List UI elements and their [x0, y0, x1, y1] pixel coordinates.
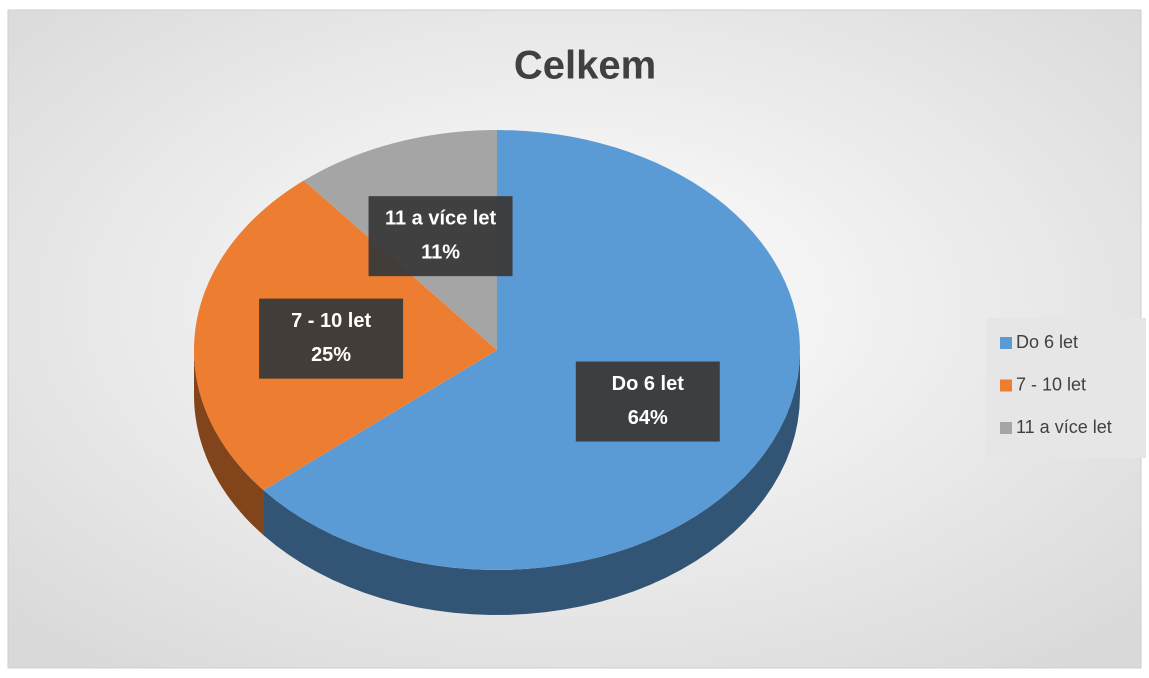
data-label-value: 25%: [311, 344, 351, 366]
pie-side: [263, 350, 800, 615]
data-label-category: Do 6 let: [612, 373, 685, 395]
legend-label: Do 6 let: [1016, 332, 1078, 352]
data-label-category: 11 a více let: [385, 207, 497, 229]
data-label-category: 7 - 10 let: [291, 310, 371, 332]
legend-label: 11 a více let: [1016, 417, 1112, 437]
data-label-box: [368, 196, 513, 277]
pie-side: [194, 350, 264, 536]
legend-swatch: [1000, 337, 1012, 349]
legend-swatch: [1000, 379, 1012, 392]
chart-title: Celkem: [514, 44, 656, 88]
legend-background: [986, 318, 1146, 458]
data-label-value: 64%: [628, 407, 668, 429]
data-label-box: [575, 361, 720, 442]
data-label-box: [259, 298, 404, 379]
pie-slice: [263, 130, 800, 570]
data-label-value: 11%: [421, 241, 460, 263]
legend-label: 7 - 10 let: [1016, 374, 1086, 394]
legend-swatch: [1000, 422, 1012, 434]
